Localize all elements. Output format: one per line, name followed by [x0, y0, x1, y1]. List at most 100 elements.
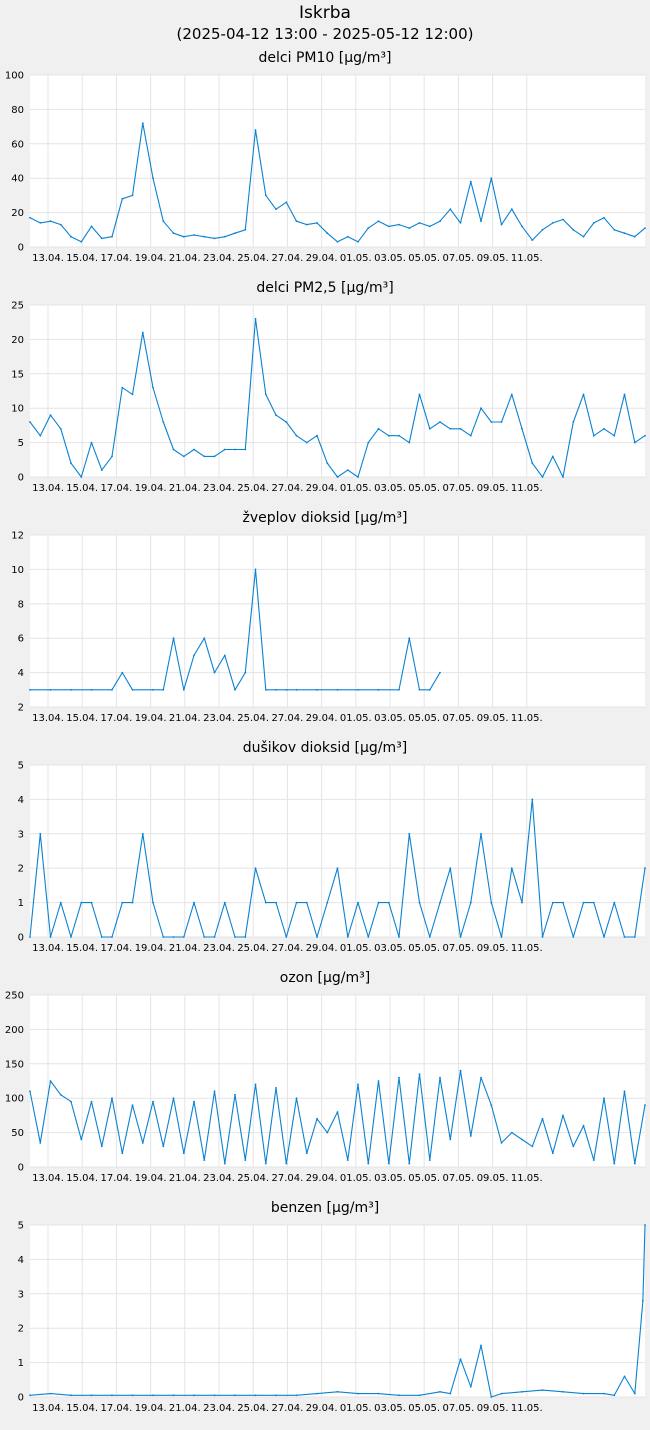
data-point: [377, 1080, 380, 1082]
data-point: [193, 901, 195, 904]
data-point: [275, 1087, 277, 1089]
data-point: [541, 1117, 544, 1120]
data-point: [336, 688, 339, 691]
x-tick-label: 13.04.: [32, 943, 64, 954]
data-point: [521, 901, 523, 904]
x-tick-label: 15.04.: [66, 253, 98, 264]
data-point: [459, 222, 462, 224]
data-point: [510, 208, 513, 211]
data-point: [213, 455, 216, 458]
data-point: [541, 228, 544, 231]
y-tick-label: 0: [18, 473, 24, 484]
y-tick-label: 4: [18, 795, 24, 806]
data-point: [623, 232, 626, 235]
x-tick-label: 21.04.: [169, 483, 201, 494]
data-point: [182, 936, 185, 938]
data-point: [582, 393, 585, 396]
data-point: [439, 671, 441, 674]
x-tick-label: 29.04.: [306, 483, 338, 494]
x-tick-label: 15.04.: [66, 1403, 98, 1414]
data-point: [377, 1392, 380, 1395]
data-point: [234, 448, 236, 451]
data-point: [305, 901, 308, 904]
station-title: Iskrba: [299, 3, 351, 23]
data-point: [162, 1145, 165, 1148]
data-point: [500, 1392, 503, 1395]
data-point: [449, 867, 452, 870]
data-point: [172, 637, 175, 640]
data-point: [254, 1083, 257, 1086]
x-tick-label: 05.05.: [408, 713, 440, 724]
data-point: [172, 1394, 175, 1397]
data-point: [264, 194, 267, 197]
data-point: [264, 393, 267, 396]
x-tick-label: 13.04.: [32, 713, 64, 724]
data-point: [428, 1159, 431, 1161]
data-point: [111, 1097, 113, 1100]
x-tick-label: 27.04.: [271, 483, 303, 494]
data-point: [613, 1394, 616, 1397]
plot-area: [30, 75, 645, 247]
data-point: [152, 688, 154, 691]
chart-svg: 0 5 10 15 20 25 13.04. 15.04. 17.04. 19.04. 21.04.…: [11, 301, 646, 494]
x-tick-label: 09.05.: [477, 1173, 509, 1184]
data-point: [459, 936, 462, 938]
data-point: [90, 1394, 93, 1397]
x-tick-label: 13.04.: [32, 1403, 64, 1414]
x-tick-label: 07.05.: [442, 483, 474, 494]
data-point: [70, 462, 72, 465]
data-point: [121, 386, 124, 389]
data-point: [459, 1069, 462, 1072]
data-point: [490, 421, 493, 423]
data-point: [439, 220, 441, 223]
data-point: [90, 901, 93, 904]
chart-panel-5: ozon [µg/m³] 0 50 100 150 200 250 13.04. 15.04. 1…: [0, 970, 650, 1200]
data-point: [316, 434, 318, 437]
data-point: [285, 201, 288, 204]
data-point: [633, 1162, 636, 1165]
data-point: [244, 936, 247, 938]
data-point: [193, 1394, 195, 1397]
x-tick-label: 25.04.: [237, 943, 269, 954]
data-point: [223, 654, 226, 657]
x-tick-label: 03.05.: [374, 253, 406, 264]
data-point: [398, 1394, 400, 1397]
data-point: [326, 462, 329, 465]
data-point: [141, 832, 144, 835]
x-tick-label: 15.04.: [66, 1173, 98, 1184]
data-point: [305, 441, 308, 444]
x-tick-label: 03.05.: [374, 713, 406, 724]
y-tick-label: 1: [18, 1358, 24, 1369]
x-tick-label: 23.04.: [203, 713, 235, 724]
data-point: [49, 1392, 52, 1395]
data-point: [295, 434, 298, 437]
y-tick-label: 25: [11, 301, 24, 312]
data-point: [90, 688, 93, 691]
x-tick-label: 23.04.: [203, 1403, 235, 1414]
data-point: [80, 1138, 83, 1141]
data-point: [398, 223, 400, 226]
data-point: [295, 688, 298, 691]
data-point: [70, 1394, 72, 1397]
data-point: [418, 1394, 421, 1397]
data-point: [428, 225, 431, 228]
data-point: [449, 1392, 452, 1395]
data-point: [582, 901, 585, 904]
data-point: [49, 688, 52, 691]
x-tick-label: 29.04.: [306, 1173, 338, 1184]
data-point: [603, 936, 605, 938]
chart-panel-1: delci PM10 [µg/m³] 0 20 40 60 80 100 13.04. 15.0…: [0, 50, 650, 280]
data-point: [613, 434, 616, 437]
data-point: [603, 1097, 605, 1100]
data-point: [234, 688, 236, 691]
data-point: [70, 688, 72, 691]
data-point: [490, 177, 493, 180]
data-point: [449, 208, 452, 211]
data-point: [59, 1093, 62, 1096]
data-point: [213, 1090, 216, 1093]
y-tick-label: 2: [18, 1324, 24, 1335]
data-point: [336, 476, 339, 478]
data-point: [357, 476, 359, 478]
data-point: [193, 448, 195, 451]
